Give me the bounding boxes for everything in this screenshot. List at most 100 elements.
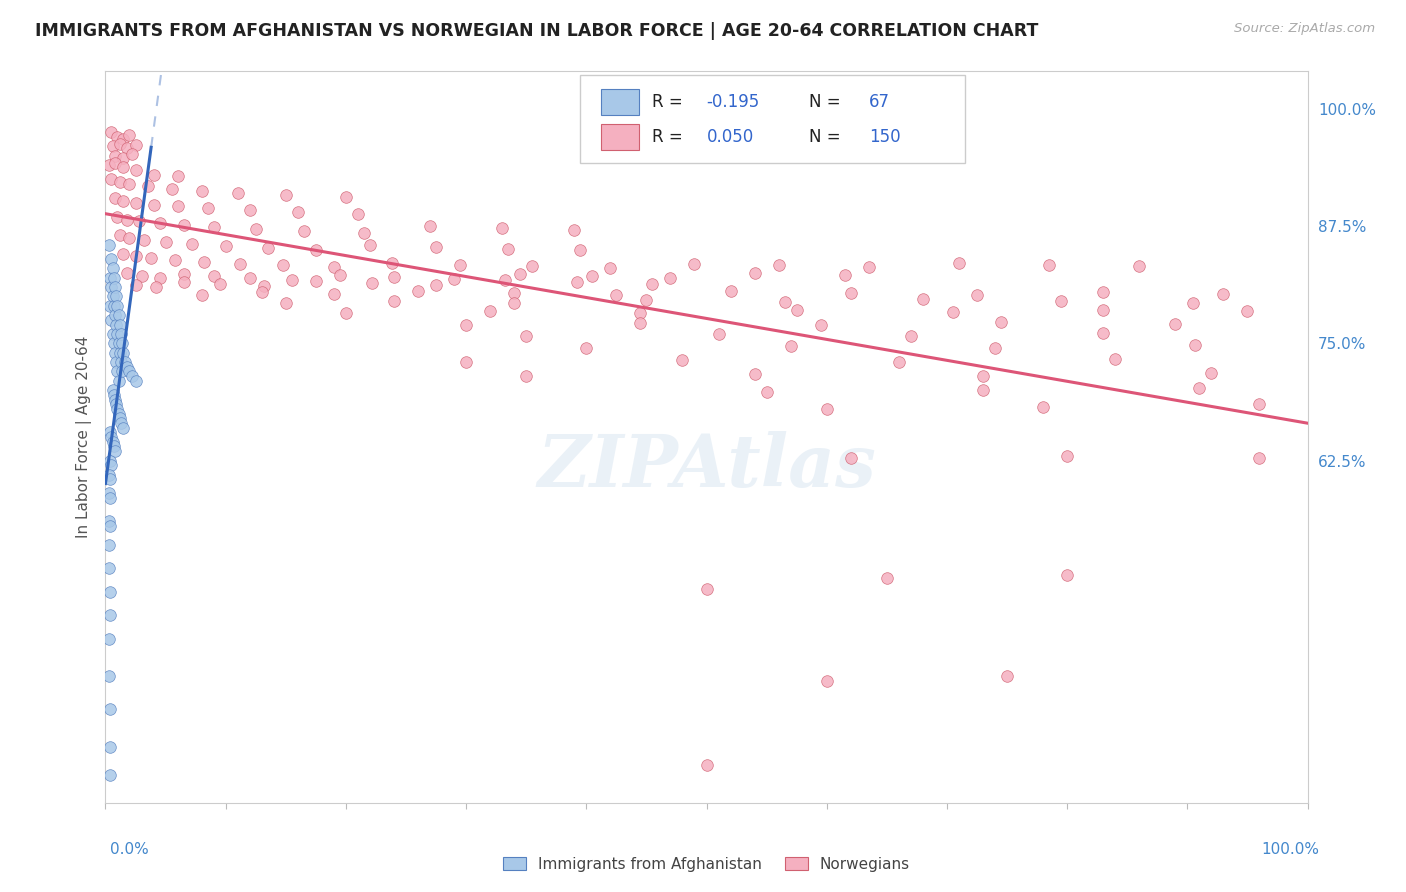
Point <box>124 162 146 177</box>
Point <box>305 274 328 288</box>
Point <box>990 315 1012 329</box>
Point <box>105 289 128 303</box>
Point <box>148 216 170 230</box>
Point <box>1104 352 1126 367</box>
Point <box>202 220 225 235</box>
Point <box>104 156 127 170</box>
Point <box>858 260 880 275</box>
Point <box>112 194 135 208</box>
Point <box>98 270 121 285</box>
Point <box>98 491 121 505</box>
Point <box>361 277 384 291</box>
Point <box>108 136 131 151</box>
Point <box>193 254 215 268</box>
Point <box>111 336 134 351</box>
Point <box>98 237 121 252</box>
Point <box>108 175 131 189</box>
Point <box>98 584 121 599</box>
Point <box>104 191 127 205</box>
Point <box>110 416 132 430</box>
Point <box>202 268 225 283</box>
Point <box>98 519 121 533</box>
Point <box>115 359 138 374</box>
Point <box>966 287 988 301</box>
Point <box>628 316 651 330</box>
Point <box>575 341 598 355</box>
Point <box>1182 296 1205 310</box>
Point <box>100 252 122 266</box>
Text: -0.195: -0.195 <box>707 93 759 112</box>
Point <box>107 364 129 378</box>
Text: N =: N = <box>808 128 841 146</box>
Point <box>115 141 138 155</box>
Point <box>1050 294 1073 309</box>
Point <box>503 296 526 310</box>
Point <box>274 296 297 310</box>
Point <box>131 268 153 283</box>
Point <box>641 277 664 292</box>
Point <box>105 318 128 332</box>
Point <box>105 355 128 369</box>
Bar <box>600 89 640 115</box>
Point <box>948 255 970 269</box>
Point <box>972 383 994 397</box>
Point <box>101 434 124 449</box>
Point <box>273 259 295 273</box>
Point <box>103 388 125 402</box>
Point <box>496 242 519 256</box>
Point <box>107 401 129 416</box>
Point <box>628 306 651 320</box>
Point <box>887 355 910 369</box>
Point <box>173 276 195 290</box>
Text: N =: N = <box>808 93 841 112</box>
Point <box>155 235 177 249</box>
Point <box>659 270 682 285</box>
Point <box>110 326 132 341</box>
Text: 67: 67 <box>869 93 890 112</box>
Point <box>1164 317 1187 331</box>
Point <box>112 420 135 434</box>
Point <box>382 269 405 284</box>
Point <box>329 268 352 282</box>
Point <box>1092 326 1115 340</box>
Point <box>100 172 122 186</box>
Point <box>98 767 121 781</box>
Point <box>1212 286 1234 301</box>
Point <box>565 276 588 290</box>
Point <box>253 279 276 293</box>
Point <box>1092 302 1115 317</box>
Point <box>108 228 131 243</box>
Point <box>256 241 278 255</box>
Point <box>707 326 730 341</box>
Point <box>1236 304 1258 318</box>
Point <box>494 273 516 287</box>
Point <box>287 205 309 219</box>
Point <box>419 219 441 233</box>
Point <box>98 467 121 482</box>
Point <box>1092 285 1115 299</box>
Text: 150: 150 <box>869 128 900 146</box>
Point <box>115 212 138 227</box>
Point <box>359 237 381 252</box>
Point <box>165 252 187 267</box>
Point <box>124 374 146 388</box>
Point <box>104 345 127 359</box>
Point <box>98 669 121 683</box>
Point <box>292 224 315 238</box>
Point <box>250 285 273 299</box>
Point <box>509 267 531 281</box>
Point <box>118 177 141 191</box>
Point <box>118 231 141 245</box>
Point <box>103 270 125 285</box>
Point <box>768 259 790 273</box>
Point <box>449 258 471 272</box>
Point <box>100 430 122 444</box>
Point <box>380 255 402 269</box>
Point <box>107 130 129 145</box>
Point <box>515 328 537 343</box>
Point <box>145 280 167 294</box>
Text: Source: ZipAtlas.com: Source: ZipAtlas.com <box>1234 22 1375 36</box>
Point <box>124 138 146 153</box>
Point <box>382 294 405 309</box>
Point <box>181 236 204 251</box>
